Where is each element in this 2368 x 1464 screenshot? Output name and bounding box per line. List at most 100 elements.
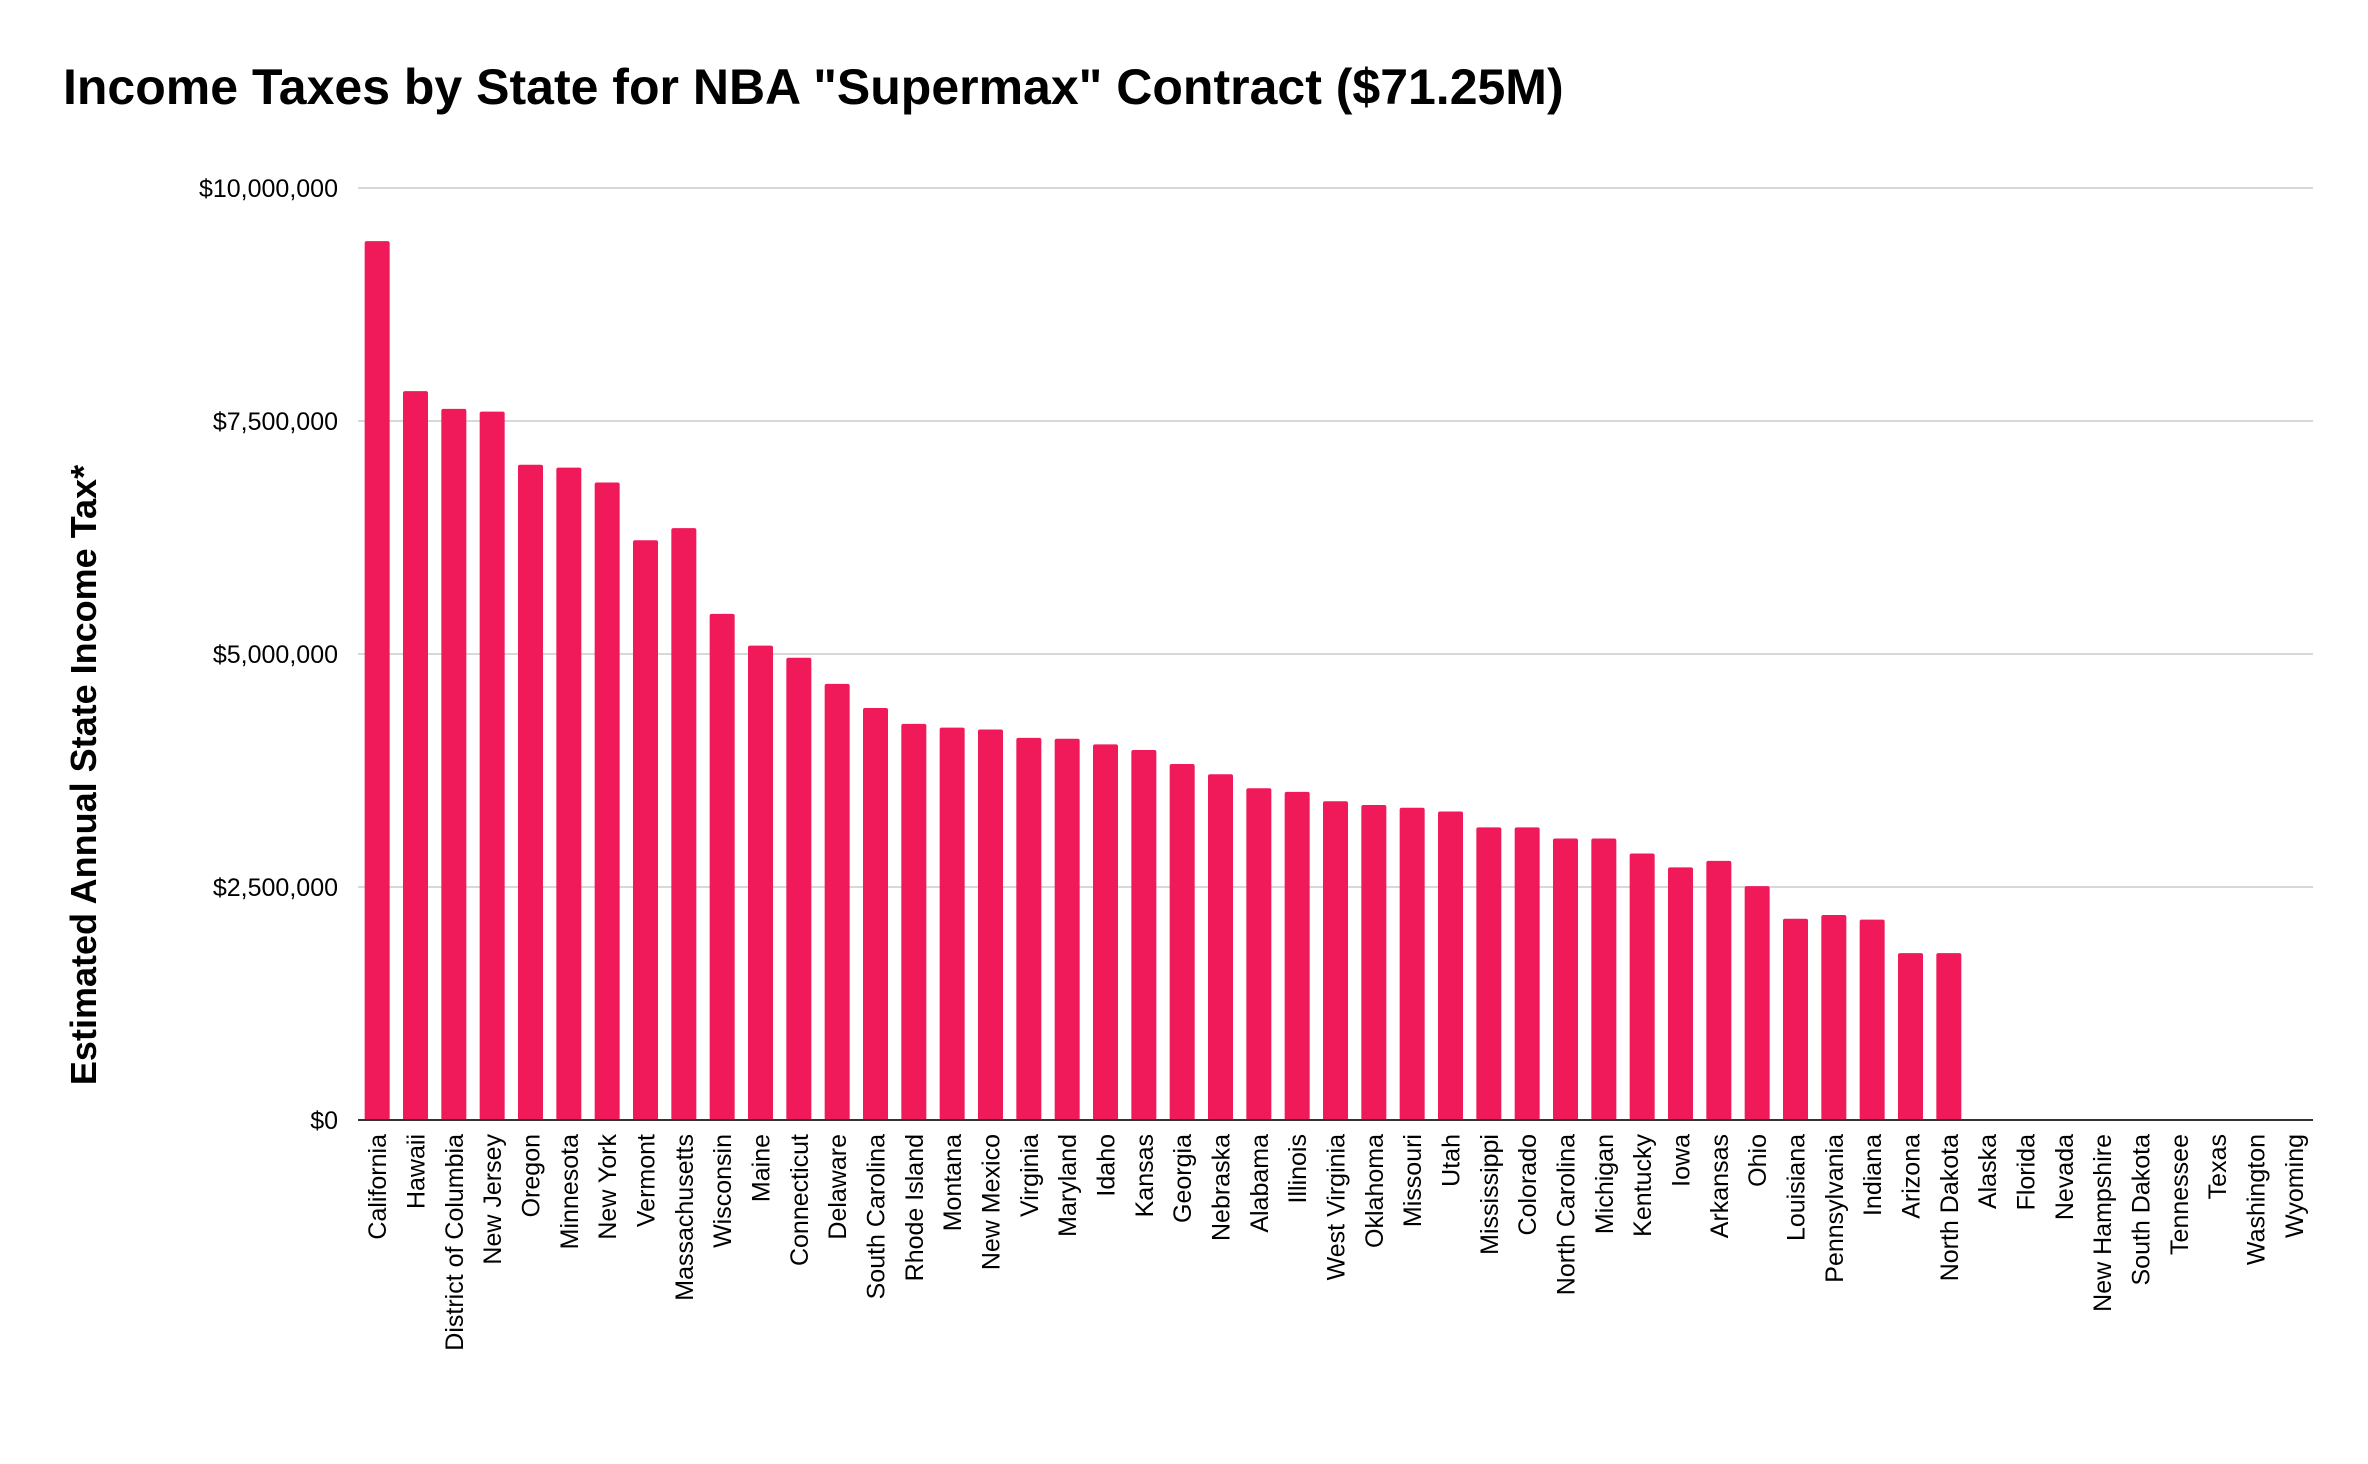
bar (1323, 801, 1348, 1120)
x-tick-label: Maine (748, 1134, 776, 1202)
y-tick-label: $10,000,000 (199, 175, 338, 203)
x-tick-label: Tennessee (2166, 1134, 2194, 1255)
bar (1898, 953, 1923, 1120)
y-tick-label: $5,000,000 (213, 641, 338, 669)
x-tick-label: Alaska (1974, 1134, 2002, 1209)
bar (633, 540, 658, 1120)
bar (748, 645, 773, 1120)
x-tick-label: Hawaii (403, 1134, 431, 1209)
x-tick-label: Wisconsin (709, 1134, 737, 1248)
x-axis-tick-labels: California Hawaii District of Columbia New … (364, 1134, 2309, 1351)
bar (1284, 791, 1310, 1120)
bar (1438, 811, 1463, 1120)
x-tick-label: Minnesota (556, 1134, 584, 1249)
bar (1514, 827, 1540, 1120)
bar (1399, 807, 1425, 1120)
x-tick-label: Vermont (633, 1134, 661, 1227)
bar (1936, 953, 1962, 1120)
bar (939, 727, 965, 1120)
x-tick-label: North Carolina (1553, 1134, 1581, 1295)
bar (1629, 853, 1655, 1120)
bars (364, 241, 1962, 1121)
bar (441, 408, 467, 1120)
x-tick-label: Delaware (824, 1134, 852, 1240)
bar (978, 729, 1003, 1120)
x-tick-label: District of Columbia (441, 1134, 469, 1351)
y-axis-tick-labels: $0 $2,500,000 $5,000,000 $7,500,000 $10,000,… (199, 175, 338, 1135)
x-tick-label: New York (594, 1134, 622, 1240)
x-tick-label: Mississippi (1476, 1134, 1504, 1255)
x-tick-label: Massachusetts (671, 1134, 699, 1301)
x-tick-label: Arizona (1898, 1134, 1926, 1219)
x-tick-label: Kentucky (1629, 1134, 1657, 1237)
bar (518, 464, 543, 1121)
bar (863, 708, 888, 1120)
bar (1246, 788, 1272, 1120)
bar (1744, 886, 1770, 1120)
x-tick-label: Virginia (1016, 1134, 1044, 1217)
x-tick-label: Montana (939, 1134, 967, 1231)
x-tick-label: Rhode Island (901, 1134, 929, 1281)
x-tick-label: Georgia (1169, 1134, 1197, 1223)
x-tick-label: Missouri (1399, 1134, 1427, 1227)
bar (1054, 738, 1080, 1120)
x-tick-label: Oklahoma (1361, 1134, 1389, 1248)
x-tick-label: South Dakota (2128, 1134, 2156, 1286)
x-tick-label: Texas (2204, 1134, 2232, 1199)
x-tick-label: Oregon (518, 1134, 546, 1217)
bar (364, 241, 390, 1120)
x-tick-label: Utah (1438, 1134, 1466, 1187)
bar (556, 467, 582, 1121)
bar (1591, 838, 1617, 1120)
bar (709, 613, 735, 1120)
x-tick-label: Nevada (2051, 1134, 2079, 1220)
x-tick-label: Washington (2243, 1134, 2271, 1265)
bar (1553, 838, 1578, 1120)
x-tick-label: Iowa (1668, 1134, 1696, 1187)
bar (403, 391, 428, 1120)
bar (786, 657, 812, 1120)
x-tick-label: Arkansas (1706, 1134, 1734, 1238)
x-tick-label: Indiana (1859, 1134, 1887, 1216)
bar (671, 528, 697, 1120)
bar (1361, 804, 1387, 1120)
x-tick-label: Maryland (1054, 1134, 1082, 1237)
x-tick-label: Idaho (1093, 1134, 1121, 1197)
y-tick-label: $2,500,000 (213, 874, 338, 902)
y-tick-label: $0 (310, 1107, 338, 1135)
x-tick-label: South Carolina (863, 1134, 891, 1299)
x-tick-label: Alabama (1246, 1134, 1274, 1233)
x-tick-label: Illinois (1284, 1134, 1312, 1203)
bar (824, 683, 850, 1120)
x-tick-label: California (364, 1134, 392, 1240)
bar (1821, 914, 1847, 1120)
y-axis-title: Estimated Annual State Income Tax* (63, 465, 104, 1085)
bar (1131, 749, 1157, 1120)
x-tick-label: Louisiana (1783, 1134, 1811, 1241)
bar (1783, 918, 1808, 1120)
x-tick-label: West Virginia (1323, 1134, 1351, 1280)
y-tick-label: $7,500,000 (213, 408, 338, 436)
bar (1668, 867, 1693, 1120)
bar (901, 723, 927, 1120)
bar (1169, 763, 1195, 1120)
bar (479, 411, 505, 1120)
x-tick-label: North Dakota (1936, 1134, 1964, 1281)
bar (1706, 860, 1732, 1120)
x-tick-label: Kansas (1131, 1134, 1159, 1217)
x-tick-label: Colorado (1514, 1134, 1542, 1235)
x-tick-label: New Hampshire (2089, 1134, 2117, 1312)
bar (1208, 774, 1233, 1120)
bar (1476, 827, 1502, 1120)
bar (1093, 744, 1118, 1120)
x-tick-label: Ohio (1744, 1134, 1772, 1187)
x-tick-label: Michigan (1591, 1134, 1619, 1234)
x-tick-label: New Mexico (978, 1134, 1006, 1270)
x-tick-label: Nebraska (1208, 1134, 1236, 1241)
bar (594, 482, 620, 1121)
x-tick-label: Connecticut (786, 1134, 814, 1266)
x-tick-label: Pennsylvania (1821, 1134, 1849, 1283)
x-tick-label: New Jersey (479, 1134, 507, 1265)
bar (1859, 919, 1885, 1120)
